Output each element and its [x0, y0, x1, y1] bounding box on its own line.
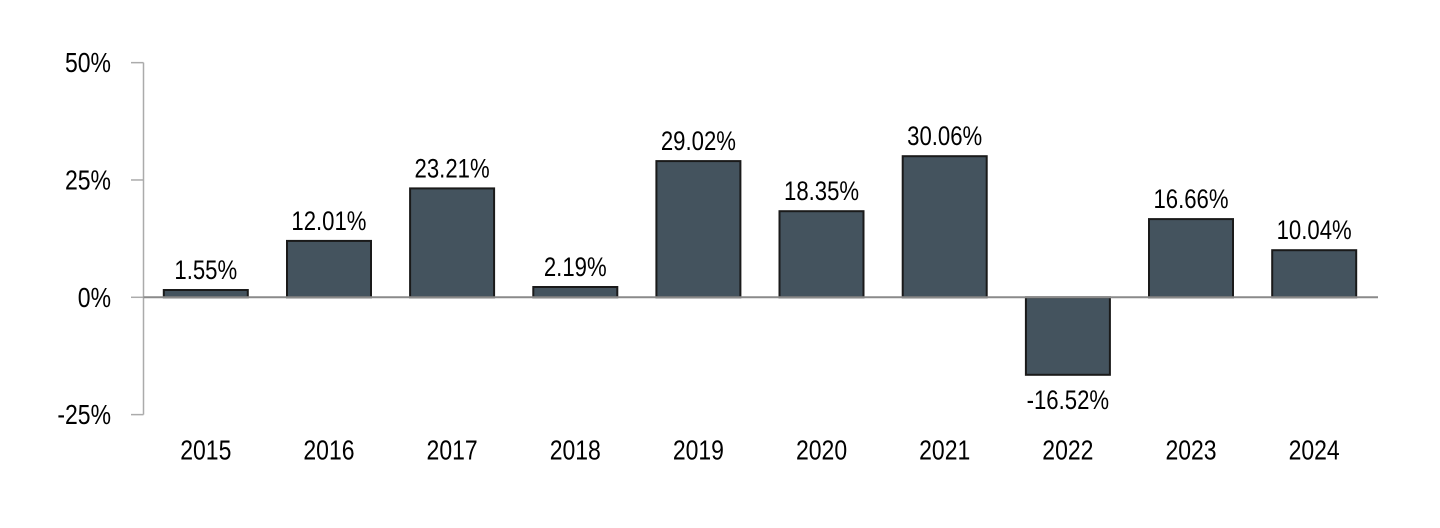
x-axis-label-2019: 2019	[673, 435, 724, 466]
bar-2015	[162, 289, 249, 299]
bar-value-label-2016: 12.01%	[291, 206, 366, 236]
y-axis-tick-label: 50%	[65, 47, 111, 78]
bar-value-label-2018: 2.19%	[544, 252, 607, 282]
bar-2018	[532, 286, 619, 299]
x-axis-label-2023: 2023	[1165, 435, 1216, 466]
y-axis-tick-label: 25%	[65, 164, 111, 195]
bar-2019	[655, 160, 742, 299]
bar-value-label-2022: -16.52%	[1027, 385, 1110, 415]
bar-2023	[1148, 218, 1234, 299]
x-axis-label-2020: 2020	[796, 435, 847, 466]
x-axis-label-2017: 2017	[427, 435, 478, 466]
bar-2017	[409, 187, 496, 299]
x-axis-label-2024: 2024	[1289, 435, 1340, 466]
y-axis-tick-label: 0%	[78, 282, 111, 313]
bar-2024	[1271, 249, 1358, 299]
y-axis-tick-label: -25%	[57, 399, 111, 430]
bar-2016	[286, 239, 372, 299]
x-axis-label-2018: 2018	[550, 435, 601, 466]
bar-2020	[778, 210, 865, 299]
bar-value-label-2020: 18.35%	[784, 176, 859, 206]
bar-2022	[1024, 296, 1111, 376]
bar-value-label-2021: 30.06%	[907, 121, 982, 151]
x-axis-label-2022: 2022	[1042, 435, 1093, 466]
bar-value-label-2023: 16.66%	[1153, 184, 1228, 214]
x-axis-label-2016: 2016	[303, 435, 354, 466]
bar-value-label-2024: 10.04%	[1277, 215, 1352, 245]
bar-2021	[901, 155, 988, 299]
x-axis-label-2015: 2015	[180, 435, 231, 466]
bar-value-label-2015: 1.55%	[174, 255, 237, 285]
bar-value-label-2019: 29.02%	[661, 126, 736, 156]
x-axis-label-2021: 2021	[919, 435, 970, 466]
bar-value-label-2017: 23.21%	[415, 153, 490, 183]
